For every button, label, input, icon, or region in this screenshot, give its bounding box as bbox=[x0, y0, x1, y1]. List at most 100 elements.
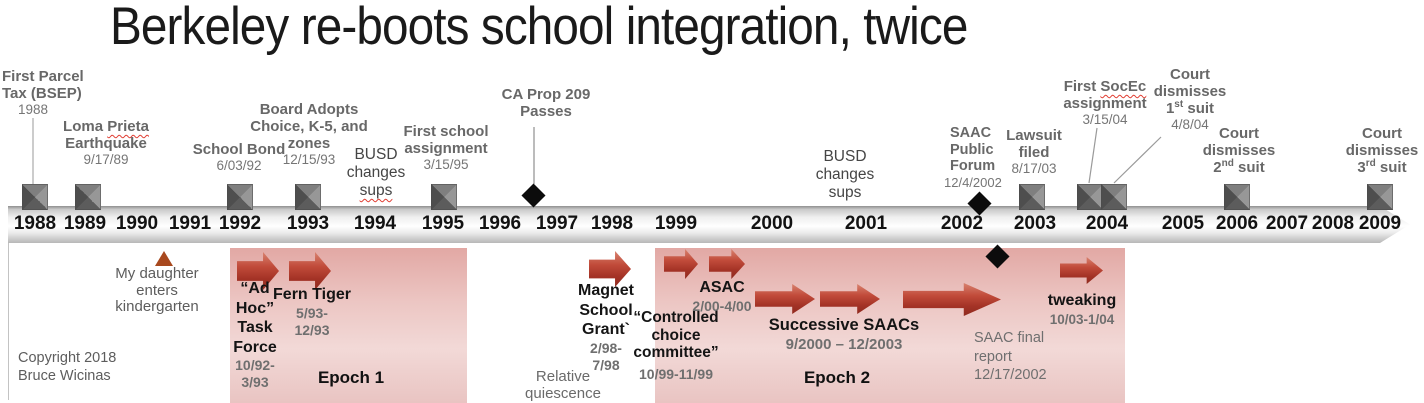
year-1992: 1992 bbox=[218, 213, 262, 234]
event-title-line: dismisses bbox=[1345, 142, 1419, 159]
event-date: 5/93- bbox=[296, 304, 328, 321]
slide-title: Berkeley re-boots school integration, tw… bbox=[110, 0, 968, 56]
event-busd-changes-sups-01: BUSD changes sups bbox=[806, 148, 884, 202]
event-date: 9/2000 – 12/2003 bbox=[785, 335, 903, 353]
year-1994: 1994 bbox=[353, 213, 397, 234]
event-title-line: 2nd suit bbox=[1213, 158, 1265, 177]
event-title-line: Choice, K-5, and bbox=[250, 118, 368, 135]
year-2005: 2005 bbox=[1161, 213, 1205, 234]
event-title-line: changes bbox=[346, 164, 406, 181]
event-title-line: Court bbox=[1362, 125, 1402, 142]
event-school-bond: School Bond 6/03/92 bbox=[185, 141, 293, 174]
year-2009: 2009 bbox=[1358, 213, 1402, 234]
event-court-dismisses-1st: Court dismisses 1st suit 4/8/04 bbox=[1148, 66, 1232, 133]
marker-loma-prieta bbox=[75, 184, 101, 210]
year-2003: 2003 bbox=[1013, 213, 1057, 234]
year-2006: 2006 bbox=[1215, 213, 1259, 234]
event-title-line: dismisses bbox=[1202, 142, 1276, 159]
event-fern-tiger: Fern Tiger 5/93- 12/93 bbox=[273, 286, 351, 338]
event-date: 4/8/04 bbox=[1171, 117, 1209, 132]
event-title-line: Earthquake bbox=[65, 135, 147, 152]
event-title-line: 3rd suit bbox=[1357, 158, 1407, 177]
year-1991: 1991 bbox=[168, 213, 212, 234]
event-date: 3/93 bbox=[241, 374, 269, 390]
event-asac: ASAC 2/00-4/00 bbox=[680, 278, 764, 315]
event-title-line: First school bbox=[403, 123, 489, 140]
event-title-line: filed bbox=[1018, 144, 1050, 161]
marker-parcel-tax bbox=[22, 184, 48, 210]
event-date: 10/03-1/04 bbox=[1049, 311, 1115, 327]
event-controlled-choice-committee: “Controlled choice committee” 10/99-11/9… bbox=[624, 309, 728, 383]
event-board-adopts: Board Adopts Choice, K-5, and zones 12/1… bbox=[250, 101, 368, 168]
event-title-line: BUSD bbox=[354, 146, 398, 163]
event-successive-saacs: Successive SAACs 9/2000 – 12/2003 bbox=[768, 316, 920, 353]
year-1995: 1995 bbox=[421, 213, 465, 234]
timeline-bar bbox=[8, 206, 1410, 243]
event-title-line: Lawsuit bbox=[1006, 127, 1062, 144]
event-title-word: Loma bbox=[63, 118, 104, 135]
event-title-word-misspelled: Prieta bbox=[107, 118, 149, 135]
year-2007: 2007 bbox=[1265, 213, 1309, 234]
year-2001: 2001 bbox=[844, 213, 888, 234]
event-title-line: Public bbox=[950, 141, 994, 158]
event-title-line: Court bbox=[1219, 125, 1259, 142]
event-date: 3/15/04 bbox=[1082, 112, 1128, 127]
marker-board-adopts bbox=[295, 184, 321, 210]
event-title-line: Court bbox=[1170, 66, 1210, 83]
event-title-line: Forum bbox=[950, 158, 996, 174]
year-2008: 2008 bbox=[1311, 213, 1355, 234]
event-title-line: BUSD bbox=[823, 148, 867, 165]
label-epoch-1: Epoch 1 bbox=[317, 368, 385, 387]
event-title-line: SAAC bbox=[950, 125, 992, 141]
event-date: 7/98 bbox=[592, 356, 620, 373]
event-title-word-misspelled: sups bbox=[359, 182, 393, 199]
event-title-line: School Bond bbox=[192, 141, 286, 158]
event-first-socec-assignment: First SocEc assignment 3/15/04 bbox=[1056, 78, 1154, 128]
event-ca-prop-209: CA Prop 209 Passes bbox=[492, 86, 600, 120]
event-date: 12/93 bbox=[294, 321, 330, 338]
event-title-word-misspelled: SocEc bbox=[1100, 78, 1147, 95]
event-lawsuit-filed: Lawsuit filed 8/17/03 bbox=[996, 127, 1072, 177]
event-title-line: sups bbox=[828, 184, 862, 201]
marker-school-bond bbox=[227, 184, 253, 210]
year-2002: 2002 bbox=[940, 213, 984, 234]
year-2004: 2004 bbox=[1085, 213, 1129, 234]
note-relative-quiescence: Relative quiescence bbox=[525, 368, 601, 402]
event-title-word: First bbox=[1063, 78, 1097, 95]
event-date: 10/92- bbox=[235, 357, 275, 373]
event-title-line: assignment bbox=[404, 140, 488, 157]
event-date: 2/00-4/00 bbox=[692, 297, 752, 314]
event-title-line: changes bbox=[815, 166, 875, 183]
year-1993: 1993 bbox=[286, 213, 330, 234]
event-date: 6/03/92 bbox=[216, 158, 262, 173]
event-tweaking: tweaking 10/03-1/04 bbox=[1040, 291, 1124, 328]
event-saac-public-forum-date: 12/4/2002 bbox=[944, 175, 1002, 190]
year-1989: 1989 bbox=[63, 213, 107, 234]
event-title-line: 1st suit bbox=[1165, 99, 1215, 118]
event-court-dismisses-2nd: Court dismisses 2nd suit bbox=[1196, 125, 1282, 176]
marker-dismiss-2nd bbox=[1224, 184, 1250, 210]
bar-left-edge-shadow bbox=[8, 243, 9, 400]
event-saac-public-forum: SAAC Public Forum bbox=[950, 125, 1012, 175]
marker-dismiss-1st bbox=[1101, 184, 1127, 210]
event-date: 8/17/03 bbox=[1011, 161, 1057, 176]
marker-lawsuit-filed bbox=[1019, 184, 1045, 210]
year-1997: 1997 bbox=[535, 213, 579, 234]
event-date: 3/15/95 bbox=[423, 157, 469, 172]
event-adhoc-task-force: “Ad Hoc” Task Force 10/92- 3/93 bbox=[228, 279, 282, 391]
event-title-line: Tax (BSEP) bbox=[2, 85, 82, 102]
label-epoch-2: Epoch 2 bbox=[803, 368, 871, 387]
note-saac-final-report: SAAC final report 12/17/2002 bbox=[974, 330, 1047, 383]
year-1990: 1990 bbox=[115, 213, 159, 234]
event-title-line: Passes bbox=[520, 103, 572, 120]
year-1988: 1988 bbox=[13, 213, 57, 234]
event-title-line: Board Adopts bbox=[259, 101, 359, 118]
note-kindergarten: My daughter enters kindergarten bbox=[115, 265, 199, 315]
event-date: 2/98- bbox=[590, 339, 622, 356]
event-magnet-school-grant: Magnet School Grant` 2/98- 7/98 bbox=[568, 281, 644, 374]
year-1996: 1996 bbox=[478, 213, 522, 234]
marker-first-socec bbox=[1077, 184, 1103, 210]
event-date: 1988 bbox=[18, 102, 49, 117]
year-1998: 1998 bbox=[590, 213, 634, 234]
